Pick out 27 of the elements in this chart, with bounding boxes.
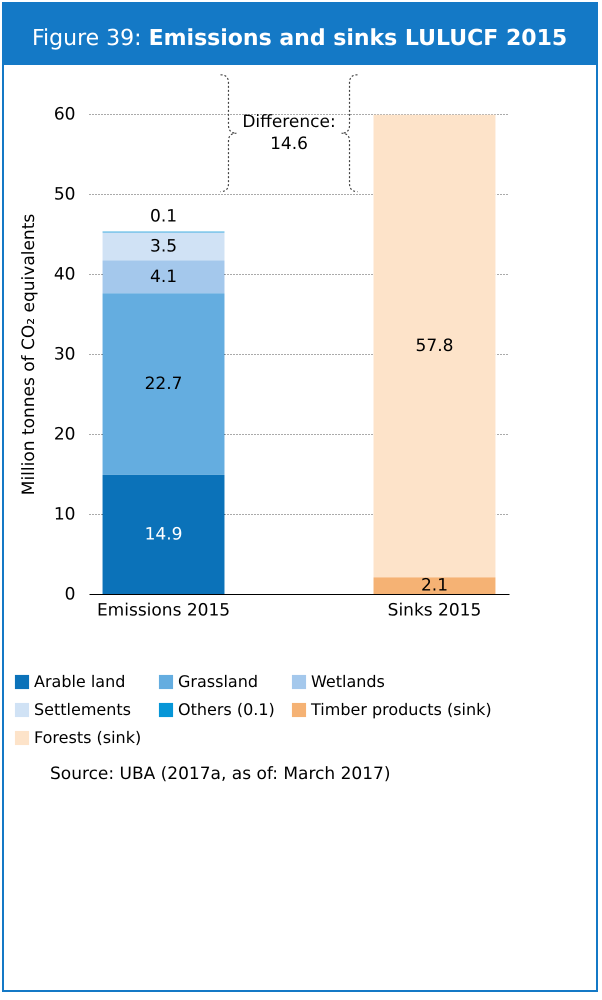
y-tick-label: 10 bbox=[54, 504, 76, 524]
y-tick-label: 0 bbox=[64, 584, 76, 604]
legend-label: Grassland bbox=[178, 672, 258, 691]
legend-label: Others (0.1) bbox=[178, 700, 275, 719]
annotation: Difference: 14.6 bbox=[241, 111, 337, 156]
data-label: 22.7 bbox=[144, 374, 182, 394]
data-label: 0.1 bbox=[150, 206, 178, 227]
data-label: 4.1 bbox=[150, 266, 178, 287]
chart-title: Figure 39: Emissions and sinks LULUCF 2015 bbox=[4, 4, 596, 65]
y-tick-label: 40 bbox=[54, 264, 76, 284]
legend-label: Arable land bbox=[34, 672, 126, 691]
x-tick-label: Emissions 2015 bbox=[96, 600, 230, 620]
y-tick-label: 50 bbox=[54, 184, 76, 204]
y-tick-label: 20 bbox=[54, 424, 76, 444]
legend-label: Wetlands bbox=[311, 672, 385, 691]
x-tick-label: Sinks 2015 bbox=[388, 600, 482, 620]
y-axis-title: Million tonnes of CO₂ equivalents bbox=[18, 214, 39, 496]
data-label: 2.1 bbox=[420, 576, 448, 596]
data-label: 14.9 bbox=[144, 524, 182, 544]
y-tick-label: 60 bbox=[54, 104, 76, 124]
source-note: Source: UBA (2017a, as of: March 2017) bbox=[50, 764, 392, 784]
legend-label: Settlements bbox=[34, 700, 132, 719]
legend-label: Forests (sink) bbox=[34, 728, 142, 747]
y-tick-label: 30 bbox=[54, 344, 76, 364]
data-label: 3.5 bbox=[150, 236, 178, 256]
data-label: 57.8 bbox=[416, 336, 454, 356]
legend-label: Timber products (sink) bbox=[310, 700, 492, 719]
